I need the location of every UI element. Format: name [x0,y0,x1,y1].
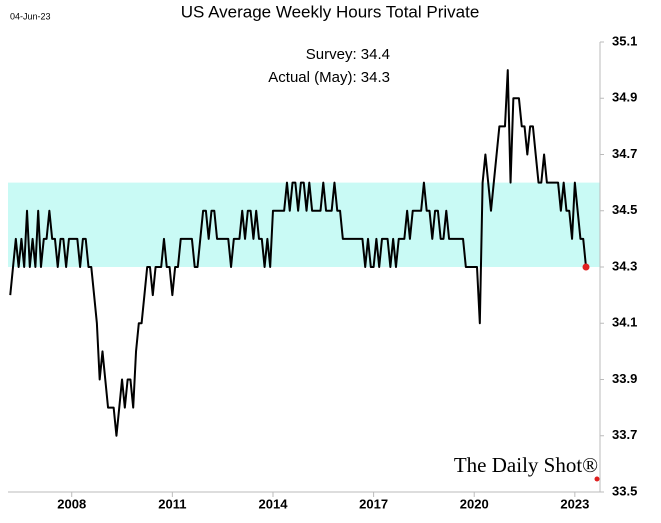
x-tick-label: 2014 [259,496,289,511]
y-tick-label: 33.7 [612,427,637,442]
y-tick-label: 34.3 [612,258,637,273]
x-tick-label: 2023 [560,496,589,511]
y-tick-label: 33.5 [612,483,637,498]
date-label: 04-Jun-23 [10,11,51,21]
x-tick-label: 2017 [359,496,388,511]
line [9,69,588,437]
annotation: Actual (May): 34.3 [268,69,390,86]
y-tick-label: 34.1 [612,315,637,330]
watermark: The Daily Shot® [454,453,598,477]
y-tick-label: 34.5 [612,202,637,217]
y-tick-label: 35.1 [612,33,637,48]
last-point [582,263,590,271]
y-tick-label: 34.7 [612,146,637,161]
x-tick-label: 2008 [57,496,86,511]
range-band [8,182,600,267]
x-tick-label: 2011 [158,496,186,511]
y-tick-label: 34.9 [612,90,637,105]
annotation: Survey: 34.4 [306,46,390,63]
y-tick-label: 33.9 [612,371,637,386]
chart-title: US Average Weekly Hours Total Private [181,2,480,21]
watermark-dot [594,476,600,482]
x-tick-label: 2020 [460,496,489,511]
